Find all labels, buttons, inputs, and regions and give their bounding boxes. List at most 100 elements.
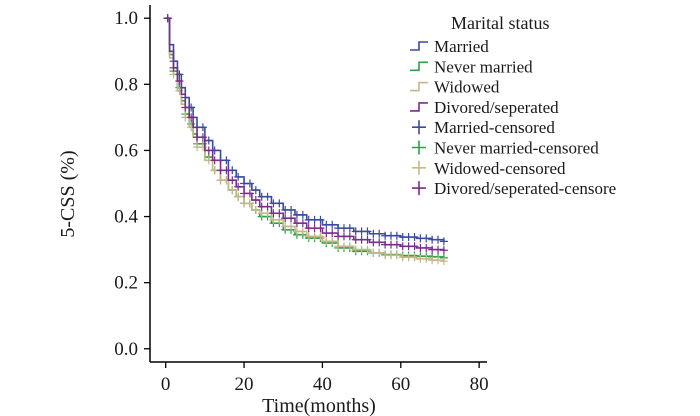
- censor-mark: [275, 209, 284, 218]
- y-tick-label: 0.8: [114, 74, 138, 95]
- censor-mark: [298, 219, 307, 228]
- censor-mark: [439, 257, 448, 266]
- series-step-line: [165, 17, 445, 258]
- censor-mark: [251, 205, 260, 214]
- censor-mark: [345, 232, 354, 241]
- axes: [149, 5, 487, 363]
- censor-mark: [175, 77, 184, 86]
- x-tick-label: 0: [161, 374, 171, 395]
- censor-mark: [439, 237, 448, 246]
- censor-mark: [222, 166, 231, 175]
- series-group: [163, 14, 448, 246]
- series-group: [163, 14, 448, 255]
- legend-label: Married: [434, 37, 489, 56]
- censor-mark: [210, 156, 219, 165]
- censor-mark: [434, 245, 443, 254]
- legend-label: Never married-censored: [434, 139, 599, 158]
- censor-mark: [410, 253, 419, 262]
- censor-mark: [328, 237, 337, 246]
- series-group: [163, 14, 448, 262]
- x-tick-label: 80: [470, 374, 489, 395]
- censor-mark: [375, 238, 384, 247]
- censor-mark: [245, 189, 254, 198]
- x-tick-label: 20: [235, 374, 254, 395]
- y-ticks: 0.0 0.2 0.4 0.6 0.8 1.0: [114, 8, 150, 360]
- y-tick-label: 0.4: [114, 207, 138, 228]
- censor-mark: [222, 156, 231, 165]
- legend-label: Divored/seperated: [434, 98, 559, 117]
- censor-mark: [363, 245, 372, 254]
- censor-mark: [198, 123, 207, 132]
- censor-mark: [245, 179, 254, 188]
- censor-mark: [410, 233, 419, 242]
- censor-mark: [169, 63, 178, 72]
- censor-mark: [198, 133, 207, 142]
- legend-entry: Widowed-censored: [412, 159, 566, 178]
- censor-mark: [316, 215, 325, 224]
- censor-mark: [263, 192, 272, 201]
- series-group: [163, 14, 448, 266]
- censor-mark: [204, 136, 213, 145]
- censor-mark: [187, 113, 196, 122]
- series-step-line: [165, 17, 445, 242]
- legend-plus-symbol: [412, 120, 426, 135]
- censor-mark: [392, 231, 401, 240]
- legend-label: Divored/seperated-censore: [434, 179, 616, 198]
- censor-mark: [439, 246, 448, 255]
- censor-mark: [434, 235, 443, 244]
- censor-mark: [422, 243, 431, 252]
- censor-mark: [375, 229, 384, 238]
- censor-mark: [422, 254, 431, 263]
- censor-mark: [316, 232, 325, 241]
- x-tick-label: 40: [313, 374, 332, 395]
- legend-entry: Divored/seperated: [410, 98, 559, 117]
- series-layer: [163, 14, 448, 266]
- legend-title: Marital status: [451, 13, 549, 33]
- x-axis-label: Time(months): [262, 395, 376, 416]
- censor-mark: [234, 182, 243, 191]
- censor-mark: [228, 176, 237, 185]
- censor-mark: [392, 251, 401, 260]
- legend-entry: Widowed: [410, 78, 500, 97]
- censor-mark: [234, 172, 243, 181]
- censor-mark: [345, 242, 354, 251]
- legend-entry: Married-censored: [412, 118, 555, 137]
- censor-mark: [298, 227, 307, 236]
- legend-label: Widowed-censored: [434, 159, 566, 178]
- legend-step-symbol: [410, 102, 428, 112]
- censor-mark: [234, 192, 243, 201]
- censor-mark: [228, 186, 237, 195]
- y-tick-label: 1.0: [114, 8, 138, 29]
- y-tick-label: 0.0: [114, 339, 138, 360]
- censor-mark: [287, 205, 296, 214]
- legend-plus-symbol: [412, 140, 426, 155]
- censor-mark: [363, 227, 372, 236]
- legend-label: Married-censored: [434, 118, 555, 137]
- censor-mark: [298, 210, 307, 219]
- censor-mark: [204, 146, 213, 155]
- censor-mark: [163, 14, 172, 23]
- censor-mark: [328, 220, 337, 229]
- censor-mark: [263, 202, 272, 211]
- legend-step-symbol: [410, 81, 428, 92]
- y-tick-label: 0.6: [114, 140, 138, 161]
- series-step-line: [165, 17, 445, 262]
- censor-mark: [434, 256, 443, 265]
- censor-mark: [328, 229, 337, 238]
- legend-entry: Married: [410, 37, 489, 56]
- y-tick-label: 0.2: [114, 273, 138, 294]
- legend-plus-symbol: [412, 181, 426, 196]
- censor-mark: [287, 214, 296, 223]
- censor-mark: [410, 242, 419, 251]
- x-ticks: 0 20 40 60 80: [161, 362, 489, 395]
- legend-step-symbol: [410, 41, 428, 51]
- censor-mark: [251, 196, 260, 205]
- legend-entry: Divored/seperated-censore: [412, 179, 616, 198]
- x-tick-label: 60: [391, 374, 410, 395]
- censor-mark: [392, 240, 401, 249]
- legend-entry: Never married: [410, 57, 533, 76]
- censor-mark: [275, 199, 284, 208]
